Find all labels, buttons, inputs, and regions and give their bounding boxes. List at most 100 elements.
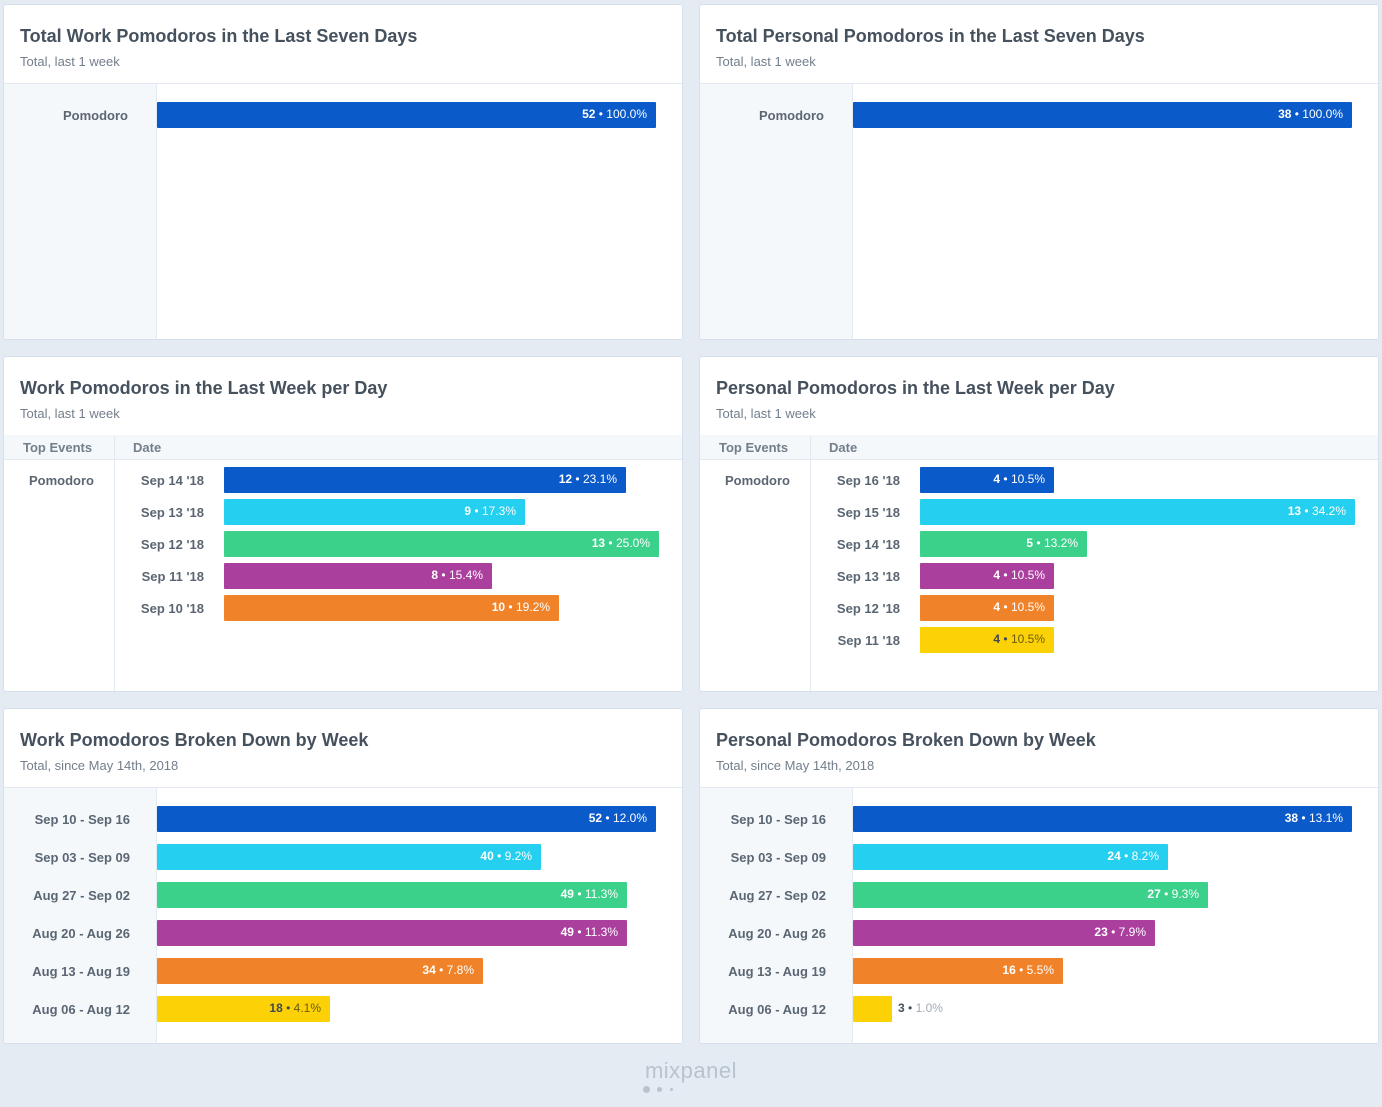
- bar-value: 10 • 19.2%: [491, 600, 550, 614]
- bar-value: 49 • 11.3%: [560, 925, 618, 939]
- bar[interactable]: 18 • 4.1%: [157, 996, 330, 1022]
- logo-wordmark: mixpanel: [644, 1058, 738, 1083]
- card-subtitle: Total, last 1 week: [716, 54, 816, 69]
- bar-value: 13 • 25.0%: [591, 536, 650, 550]
- bar[interactable]: 8 • 15.4%: [224, 563, 492, 589]
- bar-value: 8 • 15.4%: [431, 568, 483, 582]
- bar-value: 4 • 10.5%: [993, 600, 1045, 614]
- card-header: Total Work Pomodoros in the Last Seven D…: [4, 5, 682, 84]
- bar[interactable]: 9 • 17.3%: [224, 499, 525, 525]
- row-label: Aug 13 - Aug 19: [728, 964, 826, 979]
- column-header: Top Events Date: [700, 435, 1378, 460]
- card-header: Personal Pomodoros in the Last Week per …: [700, 357, 1378, 436]
- bar-value: 52 • 100.0%: [582, 107, 647, 121]
- bar[interactable]: 27 • 9.3%: [853, 882, 1208, 908]
- bar-value: 40 • 9.2%: [480, 849, 532, 863]
- row-label: Sep 12 '18: [140, 537, 204, 552]
- bar-value: 23 • 7.9%: [1094, 925, 1146, 939]
- label-column: [700, 84, 853, 339]
- bar[interactable]: 49 • 11.3%: [157, 920, 627, 946]
- card-title[interactable]: Personal Pomodoros Broken Down by Week: [716, 730, 1096, 750]
- mixpanel-logo[interactable]: mixpanel: [0, 1058, 1382, 1084]
- card-total-work: Total Work Pomodoros in the Last Seven D…: [3, 4, 683, 340]
- row-label: Sep 11 '18: [141, 569, 204, 584]
- bar[interactable]: 13 • 25.0%: [224, 531, 659, 557]
- bar-value: 27 • 9.3%: [1147, 887, 1199, 901]
- bar[interactable]: 52 • 12.0%: [157, 806, 656, 832]
- bar[interactable]: 4 • 10.5%: [920, 467, 1054, 493]
- bar[interactable]: 3 • 1.0%: [853, 996, 943, 1022]
- column-divider: [810, 436, 811, 691]
- label-column: [4, 788, 157, 1043]
- card-work-by-week: Work Pomodoros Broken Down by Week Total…: [3, 708, 683, 1044]
- card-title[interactable]: Work Pomodoros in the Last Week per Day: [20, 378, 388, 398]
- row-label: Sep 03 - Sep 09: [730, 850, 826, 865]
- card-title[interactable]: Total Personal Pomodoros in the Last Sev…: [716, 26, 1145, 46]
- bar-value: 34 • 7.8%: [422, 963, 474, 977]
- bar[interactable]: 10 • 19.2%: [224, 595, 559, 621]
- row-label: Sep 10 '18: [140, 601, 204, 616]
- card-title[interactable]: Personal Pomodoros in the Last Week per …: [716, 378, 1115, 398]
- bar-value: 49 • 11.3%: [560, 887, 618, 901]
- column-header: Top Events Date: [4, 435, 682, 460]
- col-date[interactable]: Date: [829, 440, 858, 455]
- card-title[interactable]: Work Pomodoros Broken Down by Week: [20, 730, 369, 750]
- col-top-events[interactable]: Top Events: [719, 440, 789, 455]
- bar-value: 38 • 100.0%: [1278, 107, 1343, 121]
- card-title[interactable]: Total Work Pomodoros in the Last Seven D…: [20, 26, 418, 46]
- row-label: Pomodoro: [63, 108, 128, 123]
- bar-value: 4 • 10.5%: [993, 632, 1045, 646]
- label-column: [700, 788, 853, 1043]
- row-label: Sep 14 '18: [836, 537, 900, 552]
- bar[interactable]: 38 • 100.0%: [853, 102, 1352, 128]
- bar[interactable]: 4 • 10.5%: [920, 563, 1054, 589]
- bar[interactable]: 4 • 10.5%: [920, 627, 1054, 653]
- bar-value: 3 • 1.0%: [898, 1001, 943, 1015]
- bar-value: 18 • 4.1%: [269, 1001, 321, 1015]
- row-label: Aug 20 - Aug 26: [32, 926, 130, 941]
- bar[interactable]: 23 • 7.9%: [853, 920, 1155, 946]
- bar-value: 12 • 23.1%: [558, 472, 617, 486]
- card-header: Work Pomodoros Broken Down by Week Total…: [4, 709, 682, 788]
- card-total-personal: Total Personal Pomodoros in the Last Sev…: [699, 4, 1379, 340]
- bar-value: 16 • 5.5%: [1002, 963, 1054, 977]
- row-label: Sep 10 - Sep 16: [730, 812, 826, 827]
- bar-value: 5 • 13.2%: [1026, 536, 1078, 550]
- row-label: Sep 10 - Sep 16: [34, 812, 130, 827]
- row-label: Sep 16 '18: [836, 473, 900, 488]
- bar-value: 4 • 10.5%: [993, 568, 1045, 582]
- row-label: Aug 06 - Aug 12: [32, 1002, 130, 1017]
- bar[interactable]: 24 • 8.2%: [853, 844, 1168, 870]
- bar[interactable]: 5 • 13.2%: [920, 531, 1087, 557]
- col-top-events[interactable]: Top Events: [23, 440, 93, 455]
- col-date[interactable]: Date: [133, 440, 162, 455]
- bar[interactable]: 4 • 10.5%: [920, 595, 1054, 621]
- card-header: Work Pomodoros in the Last Week per Day …: [4, 357, 682, 436]
- bar[interactable]: 12 • 23.1%: [224, 467, 626, 493]
- bar-value: 24 • 8.2%: [1107, 849, 1159, 863]
- bar[interactable]: 34 • 7.8%: [157, 958, 483, 984]
- card-subtitle: Total, since May 14th, 2018: [716, 758, 875, 773]
- row-label: Sep 11 '18: [837, 633, 900, 648]
- event-label: Pomodoro: [725, 473, 790, 488]
- row-label: Sep 15 '18: [836, 505, 900, 520]
- row-label: Sep 13 '18: [836, 569, 900, 584]
- bar-value: 9 • 17.3%: [464, 504, 516, 518]
- card-header: Personal Pomodoros Broken Down by Week T…: [700, 709, 1378, 788]
- bar[interactable]: 13 • 34.2%: [920, 499, 1355, 525]
- card-work-per-day: Work Pomodoros in the Last Week per Day …: [3, 356, 683, 692]
- row-label: Aug 20 - Aug 26: [728, 926, 826, 941]
- bar-value: 38 • 13.1%: [1284, 811, 1343, 825]
- bar[interactable]: 40 • 9.2%: [157, 844, 541, 870]
- bar[interactable]: 49 • 11.3%: [157, 882, 627, 908]
- bar[interactable]: 38 • 13.1%: [853, 806, 1352, 832]
- bar[interactable]: 16 • 5.5%: [853, 958, 1063, 984]
- bar[interactable]: 52 • 100.0%: [157, 102, 656, 128]
- bar-value: 52 • 12.0%: [588, 811, 647, 825]
- card-subtitle: Total, last 1 week: [20, 406, 120, 421]
- card-subtitle: Total, last 1 week: [20, 54, 120, 69]
- row-label: Sep 12 '18: [836, 601, 900, 616]
- bar-value: 4 • 10.5%: [993, 472, 1045, 486]
- label-column: [4, 84, 157, 339]
- row-label: Sep 03 - Sep 09: [34, 850, 130, 865]
